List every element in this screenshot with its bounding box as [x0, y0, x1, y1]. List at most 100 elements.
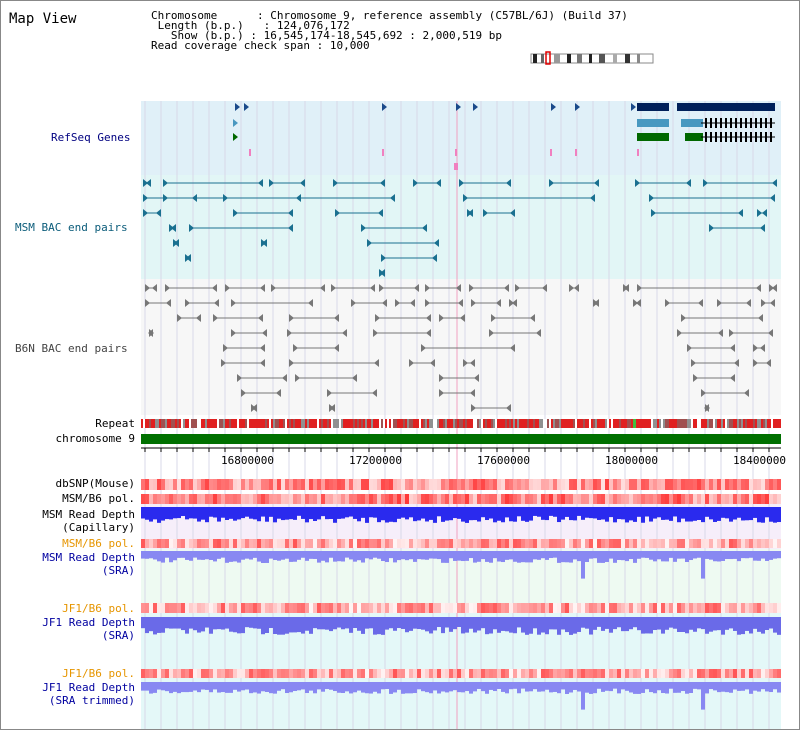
repeat-segment [303, 419, 305, 428]
depth-bar-jf1-trimmed [573, 682, 577, 690]
b6n-bac-pair-end [515, 284, 520, 292]
pol-heat-cell [357, 603, 361, 613]
repeat-segment [549, 419, 551, 428]
depth-bar-msm-sra [513, 551, 517, 562]
pol-heat-cell [149, 494, 153, 504]
pol-heat-cell [529, 669, 533, 678]
pol-heat-cell [197, 494, 201, 504]
depth-bar-msm-sra [577, 551, 581, 562]
pol-heat-cell [185, 494, 189, 504]
pol-heat-cell [481, 669, 485, 678]
repeat-segment [677, 419, 679, 428]
depth-bar-msm-sra [337, 551, 341, 562]
depth-bar-jf1-sra [201, 617, 205, 632]
repeat-segment [191, 419, 193, 428]
dbsnp-heat-cell [169, 479, 173, 490]
b6n-bac-pair-end [439, 314, 444, 322]
pol-heat-cell [645, 603, 649, 613]
pol-heat-cell [261, 539, 265, 548]
pol-heat-cell [297, 669, 301, 678]
depth-bar-capillary [229, 507, 233, 519]
repeat-segment [735, 419, 737, 428]
pol-heat-cell [389, 603, 393, 613]
msm-bac-pair-end [143, 179, 148, 187]
pol-heat-cell [181, 669, 185, 678]
pol-heat-cell [309, 539, 313, 548]
repeat-segment [617, 419, 619, 428]
dbsnp-heat-cell [489, 479, 493, 490]
b6n-bac-pair-end [213, 314, 218, 322]
repeat-segment [173, 419, 175, 428]
pol-heat-cell [765, 603, 769, 613]
pol-heat-cell [777, 603, 781, 613]
pol-heat-cell [477, 603, 481, 613]
pol-heat-cell [593, 669, 597, 678]
depth-bar-jf1-sra [265, 617, 269, 633]
depth-bar-jf1-trimmed [201, 682, 205, 690]
msm-bac-pair-end [300, 179, 305, 187]
depth-bar-jf1-trimmed [689, 682, 693, 693]
depth-bar-msm-sra [637, 551, 641, 559]
pol-heat-cell [745, 603, 749, 613]
pol-heat-cell [373, 603, 377, 613]
pol-heat-cell [261, 669, 265, 678]
repeat-segment [325, 419, 327, 428]
pol-heat-cell [421, 539, 425, 548]
b6n-bac-pair-end [271, 284, 276, 292]
repeat-segment [461, 419, 463, 428]
depth-bar-jf1-trimmed [501, 682, 505, 692]
refseq-gene-marker [631, 103, 636, 111]
depth-bar-msm-sra [769, 551, 773, 560]
depth-bar-jf1-sra [269, 617, 273, 629]
repeat-segment [207, 419, 209, 428]
repeat-segment [521, 419, 523, 428]
depth-bar-msm-sra [257, 551, 261, 562]
pol-heat-cell [157, 603, 161, 613]
pol-heat-cell [513, 539, 517, 548]
pol-heat-cell [749, 603, 753, 613]
depth-bar-capillary [689, 507, 693, 522]
b6n-bac-pair-end [373, 329, 378, 337]
pol-heat-cell [745, 494, 749, 504]
repeat-segment [235, 419, 237, 428]
depth-bar-capillary [337, 507, 341, 519]
pol-heat-cell [773, 669, 777, 678]
pol-heat-cell [701, 494, 705, 504]
dbsnp-heat-cell [269, 479, 273, 490]
pol-heat-cell [605, 539, 609, 548]
depth-bar-jf1-sra [717, 617, 721, 631]
b6n-bac-pair-end [258, 314, 263, 322]
repeat-segment [497, 419, 499, 428]
depth-bar-jf1-trimmed [433, 682, 437, 691]
pol-heat-cell [637, 669, 641, 678]
pol-heat-cell [417, 669, 421, 678]
pol-heat-cell [409, 494, 413, 504]
depth-bar-jf1-trimmed [153, 682, 157, 693]
repeat-segment [443, 419, 445, 428]
pol-heat-cell [337, 669, 341, 678]
b6n-bac-pair-end [262, 329, 267, 337]
length-value: 124,076,172 [276, 19, 350, 32]
pol-heat-cell [417, 494, 421, 504]
pol-heat-cell [581, 494, 585, 504]
depth-bar-msm-sra [325, 551, 329, 563]
depth-bar-msm-sra [425, 551, 429, 560]
repeat-segment [273, 419, 275, 428]
msm-bac-pair-end [143, 209, 148, 217]
b6n-bac-pair-end [260, 359, 265, 367]
msm-bac-pair-end [434, 239, 439, 247]
depth-bar-capillary [437, 507, 441, 517]
dbsnp-heat-cell [537, 479, 541, 490]
pol-heat-cell [149, 539, 153, 548]
pol-heat-cell [361, 669, 365, 678]
depth-bar-jf1-sra [557, 617, 561, 635]
repeat-segment [637, 419, 639, 428]
depth-bar-jf1-sra [465, 617, 469, 633]
depth-bar-jf1-trimmed [537, 682, 541, 692]
dbsnp-heat-cell [389, 479, 393, 490]
dbsnp-heat-cell [601, 479, 605, 490]
pol-heat-cell [665, 669, 669, 678]
depth-bar-msm-sra [697, 551, 701, 558]
repeat-segment [229, 419, 231, 428]
